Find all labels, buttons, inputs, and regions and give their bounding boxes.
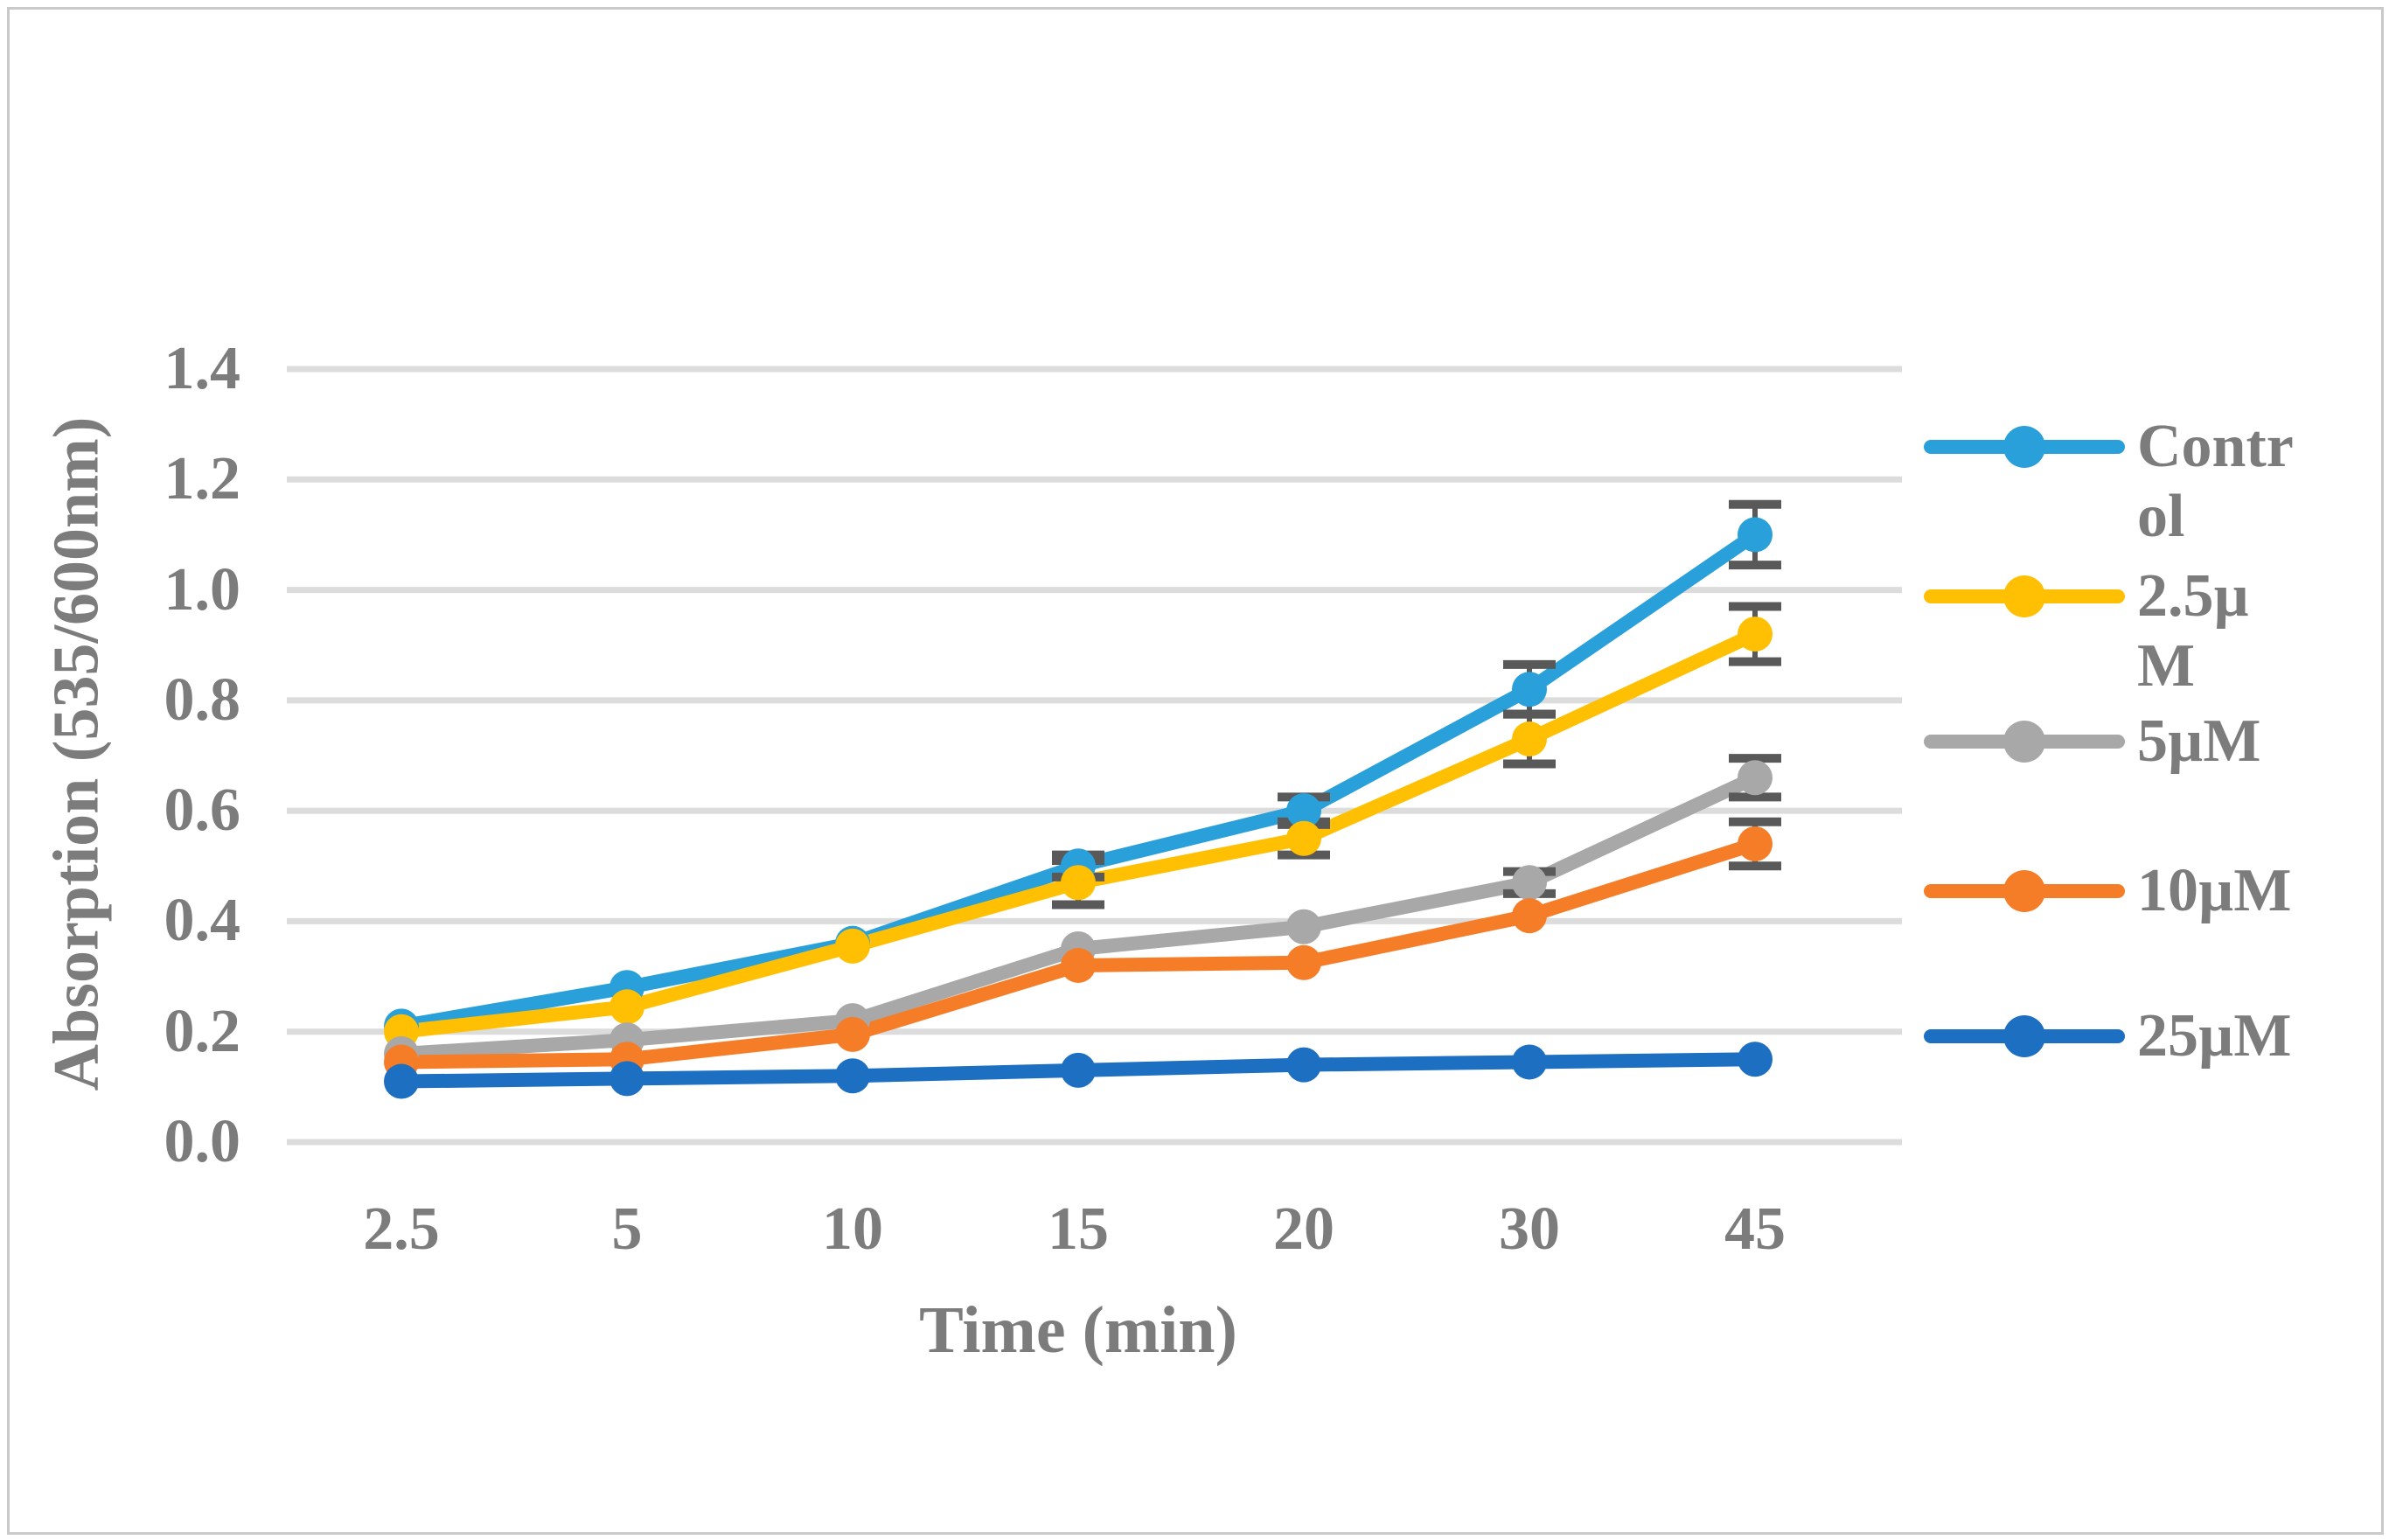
- data-point-25µM-2.5: [384, 1063, 419, 1099]
- legend-key-Control: [1924, 426, 2125, 468]
- x-tick-label: 5: [611, 1195, 643, 1263]
- x-tick-label: 10: [822, 1195, 883, 1263]
- y-axis-title: Absorption (535/600nm): [40, 416, 113, 1091]
- legend-item-2.5µM: 2.5µM: [1924, 561, 2296, 701]
- data-point-2.5µM-30: [1512, 721, 1547, 757]
- legend-item-25µM: 25µM: [1924, 1001, 2296, 1071]
- data-point-Control-20: [1286, 793, 1321, 829]
- y-tick-label: 1.4: [164, 334, 241, 402]
- x-tick-label: 15: [1048, 1195, 1109, 1263]
- data-point-25µM-45: [1738, 1042, 1773, 1077]
- data-point-Control-30: [1512, 672, 1547, 707]
- data-point-2.5µM-20: [1286, 820, 1321, 856]
- x-tick-label: 2.5: [363, 1195, 440, 1263]
- x-tick-label: 20: [1273, 1195, 1334, 1263]
- x-tick-label: 45: [1724, 1195, 1786, 1263]
- y-tick-label: 1.2: [164, 445, 241, 513]
- legend-label: Control: [2137, 413, 2294, 550]
- data-point-5µM-30: [1512, 865, 1547, 901]
- data-point-10µM-45: [1738, 826, 1773, 862]
- data-point-5µM-45: [1738, 760, 1773, 796]
- data-point-10µM-20: [1286, 944, 1321, 980]
- y-tick-label: 0.4: [164, 887, 241, 955]
- y-tick-label: 1.0: [164, 555, 241, 624]
- legend-label: 2.5µM: [2137, 562, 2249, 700]
- data-point-2.5µM-45: [1738, 617, 1773, 652]
- legend-key-10µM: [1924, 870, 2125, 912]
- data-point-Control-45: [1738, 517, 1773, 553]
- data-point-10µM-15: [1061, 947, 1096, 983]
- y-tick-label: 0.0: [164, 1108, 241, 1175]
- data-point-2.5µM-5: [609, 989, 644, 1025]
- data-point-2.5µM-10: [835, 928, 870, 964]
- y-tick-label: 0.8: [164, 665, 241, 734]
- data-point-25µM-5: [609, 1061, 644, 1097]
- legend-key-2.5µM: [1924, 575, 2125, 617]
- figure-border: [7, 7, 2384, 1535]
- x-axis-title: Time (min): [919, 1293, 1237, 1367]
- legend-item-10µM: 10µM: [1924, 856, 2296, 926]
- data-point-10µM-10: [835, 1016, 870, 1052]
- legend-key-5µM: [1924, 721, 2125, 763]
- x-tick-label: 30: [1499, 1195, 1560, 1263]
- data-point-10µM-30: [1512, 898, 1547, 934]
- data-point-25µM-30: [1512, 1044, 1547, 1080]
- legend-item-5µM: 5µM: [1924, 707, 2296, 777]
- legend-key-25µM: [1924, 1015, 2125, 1057]
- data-point-2.5µM-15: [1061, 865, 1096, 901]
- legend-label: 10µM: [2137, 857, 2292, 924]
- legend-item-Control: Control: [1924, 412, 2296, 552]
- data-point-25µM-15: [1061, 1052, 1096, 1088]
- data-point-25µM-10: [835, 1058, 870, 1094]
- data-point-25µM-20: [1286, 1047, 1321, 1083]
- data-point-5µM-20: [1286, 909, 1321, 944]
- legend-label: 25µM: [2137, 1002, 2292, 1070]
- y-tick-label: 0.6: [164, 777, 241, 845]
- y-tick-label: 0.2: [164, 997, 241, 1065]
- legend-label: 5µM: [2137, 707, 2261, 775]
